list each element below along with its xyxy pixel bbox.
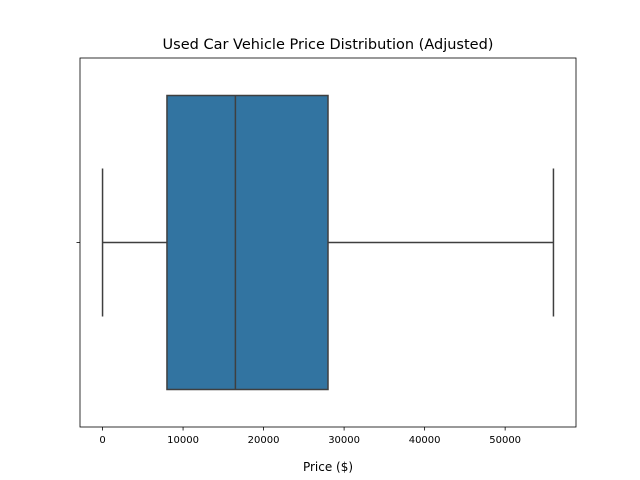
x-axis-label: Price ($) xyxy=(303,460,353,474)
plot-area xyxy=(76,57,577,428)
x-axis-ticks: 0 10000 20000 30000 40000 50000 xyxy=(99,427,521,446)
x-tick-label: 0 xyxy=(99,435,105,446)
x-tick-label: 40000 xyxy=(409,435,441,446)
x-tick-label: 30000 xyxy=(328,435,360,446)
x-tick-label: 10000 xyxy=(167,435,199,446)
x-tick-label: 50000 xyxy=(489,435,521,446)
box-body xyxy=(166,94,329,391)
x-tick-label: 20000 xyxy=(248,435,280,446)
chart-title: Used Car Vehicle Price Distribution (Adj… xyxy=(163,37,494,53)
